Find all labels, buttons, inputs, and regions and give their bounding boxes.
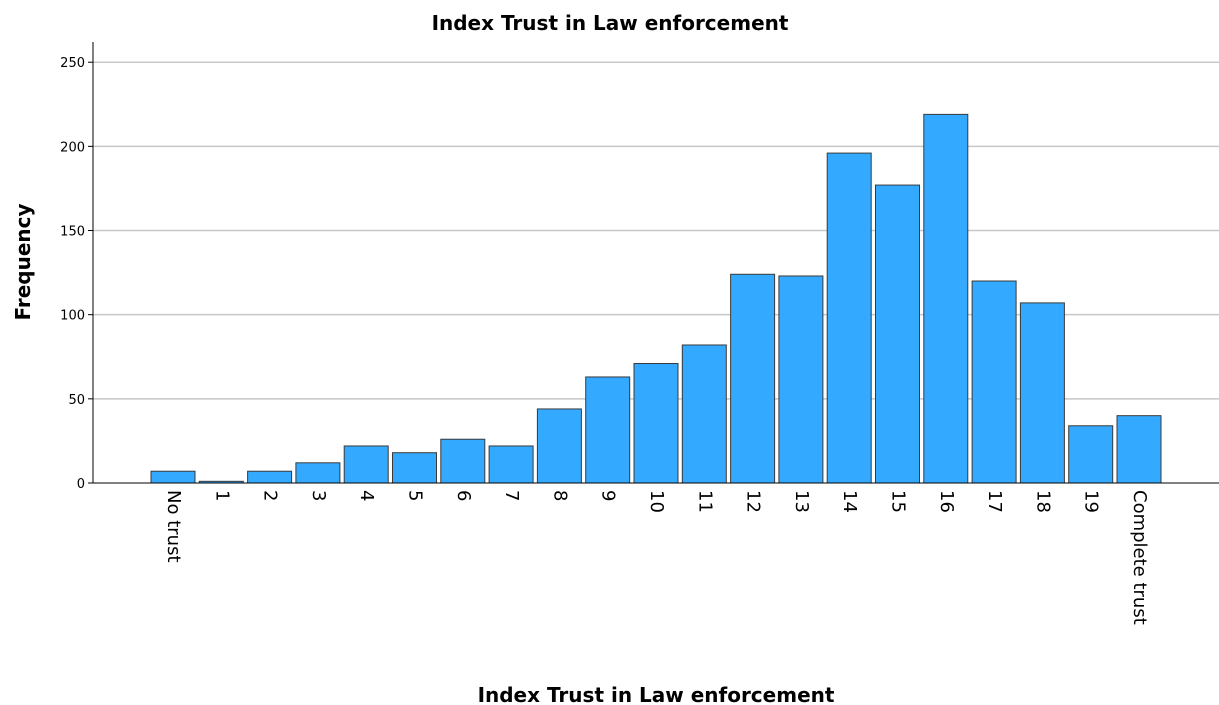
bar (826, 152, 872, 484)
x-tick-label: 6 (453, 490, 474, 501)
x-tick-label: No trust (163, 490, 184, 563)
x-tick-label: 17 (984, 490, 1005, 513)
x-axis-title: Index Trust in Law enforcement (478, 683, 835, 705)
x-tick-label: 15 (888, 490, 909, 513)
bar (295, 462, 341, 484)
x-tick-labels: No trust 1 2 3 4 5 6 7 8 9 10 11 12 13 14 15 16 17 18 19 Com… (163, 490, 1150, 625)
x-tick-label: 7 (501, 490, 522, 501)
bar (875, 184, 920, 484)
x-tick-label: 8 (549, 490, 570, 501)
bar (971, 280, 1017, 484)
y-tick-label: 250 (60, 56, 85, 71)
bars (150, 113, 1162, 484)
y-tick-label: 100 (60, 309, 85, 324)
bar (633, 362, 679, 484)
x-tick-label: 19 (1081, 490, 1102, 513)
y-tick-label: 150 (60, 225, 85, 240)
bar (488, 445, 534, 484)
bar (681, 344, 727, 484)
x-tick-label: 16 (936, 490, 957, 513)
bar (440, 438, 486, 484)
y-tick-label: 200 (60, 140, 85, 155)
y-tick-label: 50 (68, 393, 85, 408)
x-tick-label: 18 (1032, 490, 1053, 513)
chart-title: Index Trust in Law enforcement (432, 11, 789, 35)
x-tick-label: 12 (743, 490, 764, 513)
x-tick-label: Complete trust (1129, 490, 1150, 625)
x-tick-label: 3 (308, 490, 329, 501)
y-axis-title: Frequency (11, 203, 35, 320)
bar (585, 376, 631, 484)
bar (536, 408, 582, 484)
bar (1019, 302, 1065, 484)
x-tick-label: 1 (211, 490, 232, 501)
bar (1116, 415, 1162, 484)
bar (923, 113, 969, 484)
x-tick-label: 4 (356, 490, 377, 501)
bar (392, 452, 437, 484)
bar (1068, 425, 1114, 484)
x-tick-label: 10 (646, 490, 667, 513)
bar (247, 470, 293, 484)
bar (343, 445, 389, 484)
bar (778, 275, 824, 484)
x-tick-label: 11 (694, 490, 715, 513)
y-tick-labels: 0 50 100 150 200 250 (60, 56, 93, 492)
x-tick-label: 5 (405, 490, 426, 501)
y-tick-label: 0 (77, 477, 85, 492)
bar (150, 470, 196, 484)
bar (730, 273, 776, 484)
x-tick-label: 13 (791, 490, 812, 513)
x-tick-label: 9 (598, 490, 619, 501)
x-tick-label: 2 (260, 490, 281, 501)
x-tick-label: 14 (839, 490, 860, 513)
